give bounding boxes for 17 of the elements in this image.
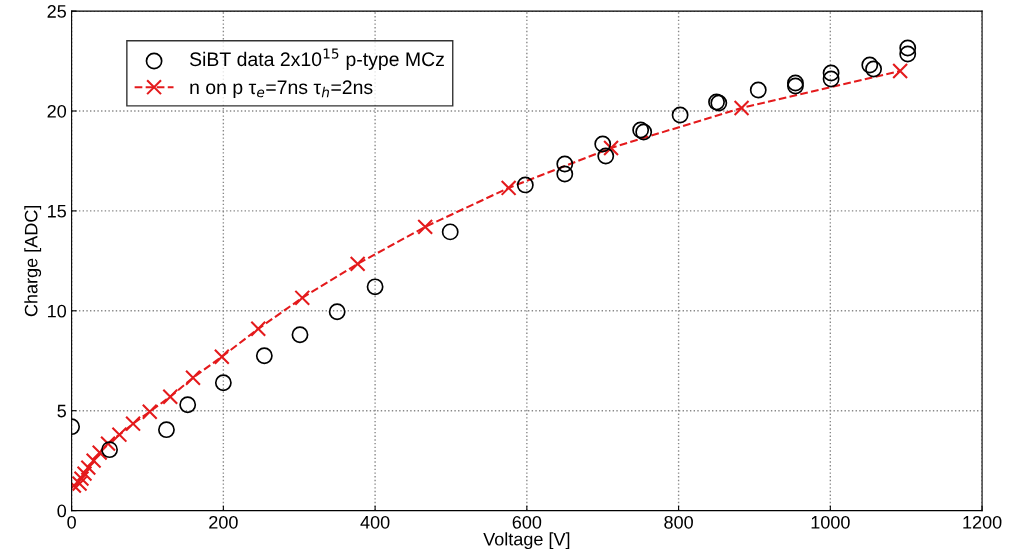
legend-label: n on p τ$_{e}$=7ns τ$_{h}$=2ns [190, 80, 373, 98]
y-tick-label: 10 [48, 304, 67, 318]
y-tick-label: 0 [57, 504, 67, 518]
legend-label: SiBT data 2x10$^{15}$ p-type MCz [189, 48, 444, 70]
x-tick-label: 1000 [811, 515, 850, 529]
x-tick-label: 200 [209, 515, 238, 529]
y-tick-label: 25 [47, 5, 66, 18]
x-axis-title: Voltage [V] [483, 532, 570, 550]
y-tick-label: 20 [47, 104, 67, 118]
y-axis-title: Charge [ADC] [24, 205, 42, 317]
x-tick-label: 600 [512, 515, 542, 529]
x-tick-label: 0 [67, 515, 76, 529]
x-tick-label: 800 [664, 515, 693, 529]
y-tick-label: 5 [57, 404, 66, 418]
x-tick-label: 1200 [963, 515, 1002, 529]
y-tick-label: 15 [48, 205, 66, 218]
x-tick-label: 400 [360, 515, 390, 529]
